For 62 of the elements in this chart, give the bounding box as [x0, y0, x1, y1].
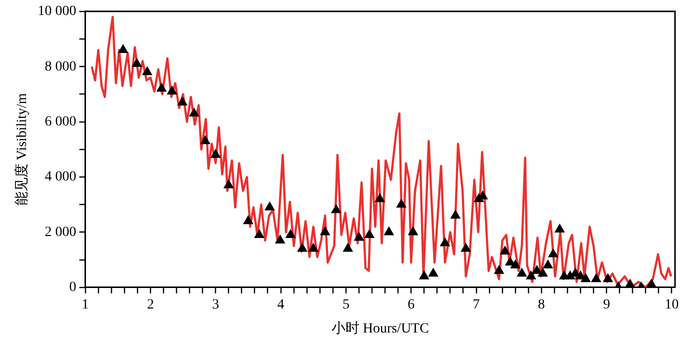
x-tick-label: 9 [603, 297, 610, 312]
x-tick-label: 4 [277, 297, 284, 312]
x-axis-title: 小时 Hours/UTC [331, 320, 429, 336]
y-tick-label: 8 000 [44, 59, 76, 74]
point [408, 226, 418, 236]
point [384, 226, 394, 236]
point [254, 228, 264, 238]
point [580, 273, 591, 282]
x-tick-label: 8 [538, 297, 545, 312]
point [210, 148, 221, 158]
point [428, 268, 438, 277]
y-tick-label: 4 000 [44, 170, 76, 185]
y-axis-title: 能见度 Visibility/m [14, 93, 30, 206]
point [156, 82, 167, 92]
point [440, 237, 450, 246]
point [364, 228, 375, 238]
point [223, 179, 234, 188]
point [450, 210, 461, 219]
point [142, 66, 152, 76]
x-tick-label: 3 [212, 297, 220, 312]
point [342, 242, 354, 252]
point [177, 96, 188, 106]
y-tick-label: 2 000 [44, 224, 76, 240]
x-tick-label: 7 [472, 297, 480, 312]
point [132, 58, 142, 67]
point [418, 270, 430, 280]
point [510, 259, 521, 268]
x-tick-label: 10 [664, 297, 679, 312]
x-tick-label: 5 [342, 297, 350, 312]
point [396, 198, 407, 208]
point [297, 242, 308, 252]
point [354, 232, 364, 241]
point [526, 270, 536, 280]
x-tick-label: 2 [146, 297, 154, 312]
point [264, 201, 275, 210]
point [188, 108, 200, 117]
point [374, 193, 386, 202]
point [308, 242, 319, 252]
point [166, 85, 178, 94]
point [554, 223, 565, 232]
point [532, 264, 542, 274]
point [542, 259, 554, 268]
point [548, 248, 558, 258]
x-tick-label: 6 [408, 297, 415, 312]
point [330, 204, 342, 214]
point [200, 135, 210, 144]
point [500, 246, 510, 255]
point [602, 273, 614, 282]
point [494, 264, 504, 274]
point [538, 268, 548, 277]
point [516, 268, 528, 277]
point [243, 215, 254, 224]
point [118, 44, 128, 54]
point [274, 234, 286, 244]
x-tick-label: 1 [82, 297, 89, 312]
point [460, 242, 472, 252]
point [590, 273, 602, 282]
y-tick-label: 0 [69, 280, 76, 296]
y-tick-label: 6 000 [44, 114, 76, 130]
y-tick-label: 10 000 [38, 4, 76, 20]
point [320, 226, 330, 236]
point [285, 228, 296, 238]
